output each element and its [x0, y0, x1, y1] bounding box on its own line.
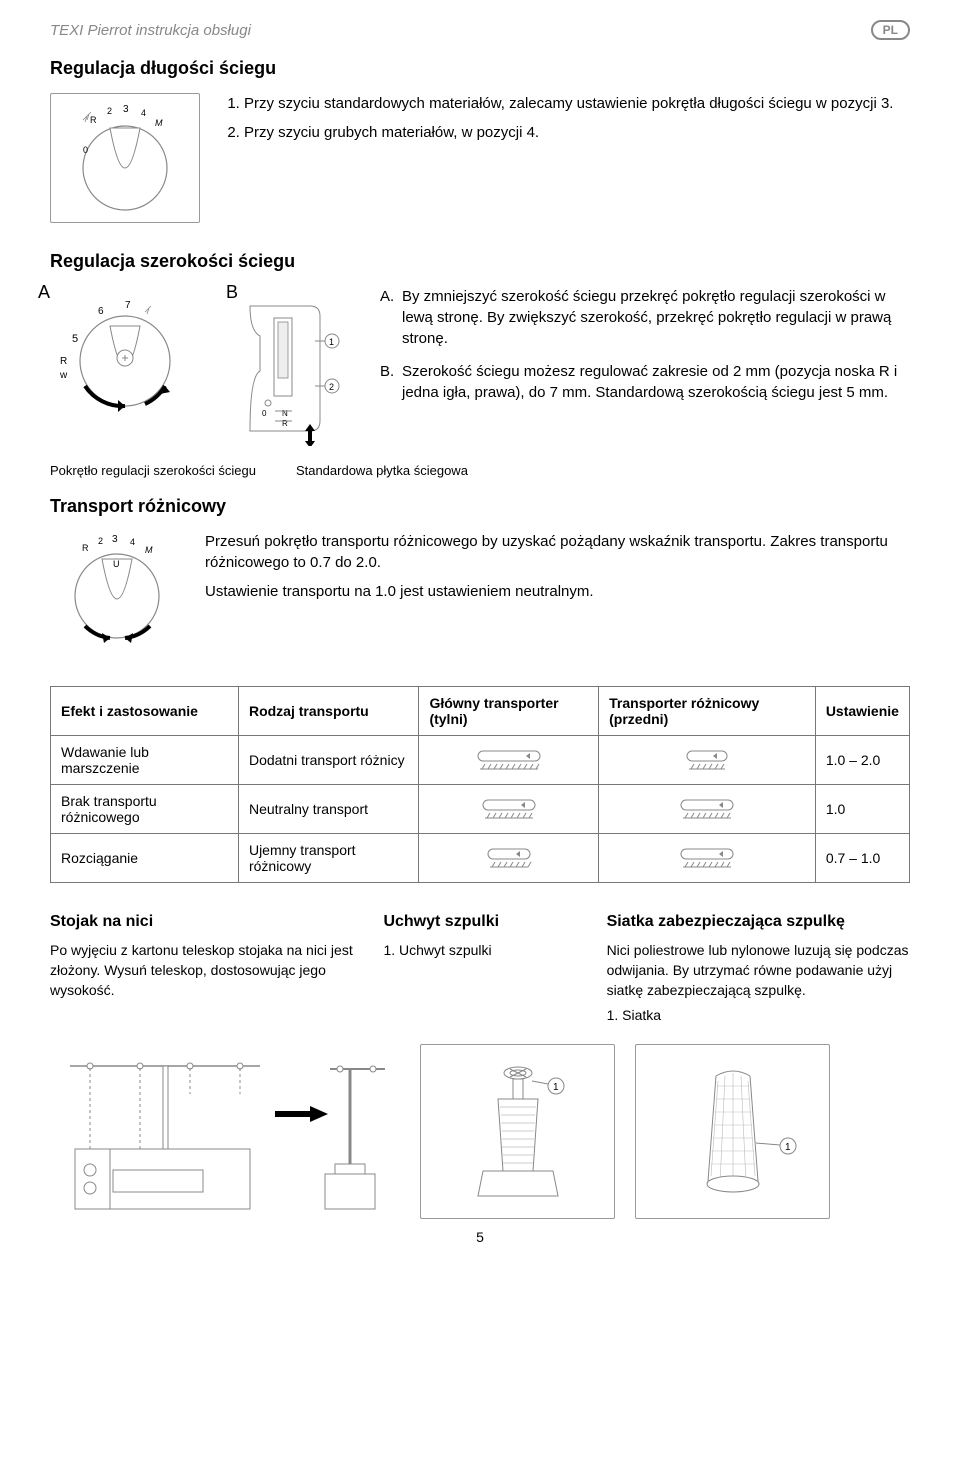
item-letter-B: B.	[380, 361, 402, 403]
stitch-plate-diagram: B 0 N R 1 2	[220, 286, 360, 451]
svg-text:M: M	[145, 545, 153, 555]
net-callout-1: 1	[785, 1142, 791, 1153]
label-A: A	[38, 282, 50, 303]
cell-effect: Brak transportu różnicowego	[51, 785, 239, 834]
stitch-width-dial-diagram: A 5 6 7 R w	[50, 286, 200, 431]
thread-stand-diagram	[50, 1054, 400, 1219]
differential-dial-diagram: R 2 3 4 M U	[50, 531, 185, 656]
dial-mark-M: M	[155, 118, 163, 128]
net-item-num: 1.	[607, 1007, 619, 1023]
section1-instructions: Przy szyciu standardowych materiałów, za…	[220, 93, 893, 151]
th-effect: Efekt i zastosowanie	[51, 687, 239, 736]
section3-body2: Ustawienie transportu na 1.0 jest ustawi…	[205, 581, 910, 602]
svg-text:3: 3	[112, 534, 118, 545]
section2-captions: Pokrętło regulacji szerokości ściegu Sta…	[50, 463, 910, 478]
dial2-mark-w: w	[59, 370, 68, 381]
spool-callout-1: 1	[553, 1082, 559, 1093]
cell-main-icon	[419, 785, 599, 834]
thread-stand-column: Stojak na nici Po wyjęciu z kartonu tele…	[50, 911, 353, 1026]
dial2-mark-R: R	[60, 356, 67, 367]
section3-title: Transport różnicowy	[50, 496, 910, 517]
section2-text: A. By zmniejszyć szerokość ściegu przekr…	[380, 286, 910, 415]
th-type: Rodzaj transportu	[238, 687, 418, 736]
caption-A: Pokrętło regulacji szerokości ściegu	[50, 463, 256, 478]
page-header: TEXI Pierrot instrukcja obsługi PL	[50, 20, 910, 40]
section1-item-2: Przy szyciu grubych materiałów, w pozycj…	[244, 122, 893, 143]
table-row: Wdawanie lub marszczenie Dodatni transpo…	[51, 736, 910, 785]
svg-text:4: 4	[130, 537, 135, 547]
language-badge: PL	[871, 20, 910, 40]
section1-item-1: Przy szyciu standardowych materiałów, za…	[244, 93, 893, 114]
dial2-mark-6: 6	[98, 306, 104, 317]
spool-item-num: 1.	[383, 942, 395, 958]
cell-diff-icon	[599, 785, 816, 834]
section2-title: Regulacja szerokości ściegu	[50, 251, 910, 272]
spool-net-column: Siatka zabezpieczająca szpulkę Nici poli…	[607, 911, 910, 1026]
spool-holder-column: Uchwyt szpulki 1. Uchwyt szpulki	[383, 911, 576, 1026]
cell-main-icon	[419, 736, 599, 785]
item-text-A: By zmniejszyć szerokość ściegu przekręć …	[402, 286, 910, 349]
th-main: Główny transporter (tylni)	[419, 687, 599, 736]
dial-mark-2: 2	[107, 106, 112, 116]
dial-mark-4: 4	[141, 108, 146, 118]
svg-text:0: 0	[262, 409, 267, 418]
page-number: 5	[50, 1229, 910, 1245]
spool-net-title: Siatka zabezpieczająca szpulkę	[607, 911, 910, 933]
svg-text:N: N	[282, 409, 288, 418]
spool-holder-diagram: 1	[420, 1044, 615, 1219]
dial2-mark-5: 5	[72, 333, 78, 345]
spool-net-text: Nici poliestrowe lub nylonowe luzują się…	[607, 941, 910, 1000]
differential-feed-table: Efekt i zastosowanie Rodzaj transportu G…	[50, 686, 910, 883]
cell-setting: 0.7 – 1.0	[815, 834, 909, 883]
table-row: Rozciąganie Ujemny transport różnicowy 0…	[51, 834, 910, 883]
plate-callout-2: 2	[329, 382, 334, 392]
label-B: B	[226, 282, 238, 303]
thread-stand-title: Stojak na nici	[50, 911, 353, 933]
cell-type: Ujemny transport różnicowy	[238, 834, 418, 883]
section3-body1: Przesuń pokrętło transportu różnicowego …	[205, 531, 910, 573]
cell-effect: Rozciąganie	[51, 834, 239, 883]
svg-text:U: U	[113, 559, 120, 569]
thread-stand-text: Po wyjęciu z kartonu teleskop stojaka na…	[50, 941, 353, 1000]
plate-callout-1: 1	[329, 337, 334, 347]
cell-type: Dodatni transport różnicy	[238, 736, 418, 785]
dial-mark-3: 3	[123, 104, 129, 115]
item-text-B: Szerokość ściegu możesz regulować zakres…	[402, 361, 910, 403]
cell-type: Neutralny transport	[238, 785, 418, 834]
stitch-length-dial-diagram: 0 R 2 3 4 M	[50, 93, 200, 223]
doc-title: TEXI Pierrot instrukcja obsługi	[50, 22, 251, 39]
cell-main-icon	[419, 834, 599, 883]
spool-holder-title: Uchwyt szpulki	[383, 911, 576, 933]
svg-text:R: R	[282, 419, 288, 428]
dial-mark-0: 0	[83, 145, 88, 155]
spool-net-diagram: 1	[635, 1044, 830, 1219]
cell-effect: Wdawanie lub marszczenie	[51, 736, 239, 785]
section1-title: Regulacja długości ściegu	[50, 58, 910, 79]
spool-item-text: Uchwyt szpulki	[399, 942, 492, 958]
cell-setting: 1.0 – 2.0	[815, 736, 909, 785]
cell-diff-icon	[599, 834, 816, 883]
item-letter-A: A.	[380, 286, 402, 349]
net-item-text: Siatka	[622, 1007, 661, 1023]
cell-setting: 1.0	[815, 785, 909, 834]
th-diff: Transporter różnicowy (przedni)	[599, 687, 816, 736]
dial-mark-R: R	[90, 115, 97, 125]
section3-text: Przesuń pokrętło transportu różnicowego …	[205, 531, 910, 602]
cell-diff-icon	[599, 736, 816, 785]
caption-B: Standardowa płytka ściegowa	[296, 463, 468, 478]
svg-text:R: R	[82, 543, 89, 553]
th-setting: Ustawienie	[815, 687, 909, 736]
svg-text:2: 2	[98, 536, 103, 546]
table-row: Brak transportu różnicowego Neutralny tr…	[51, 785, 910, 834]
dial2-mark-7: 7	[125, 300, 131, 311]
